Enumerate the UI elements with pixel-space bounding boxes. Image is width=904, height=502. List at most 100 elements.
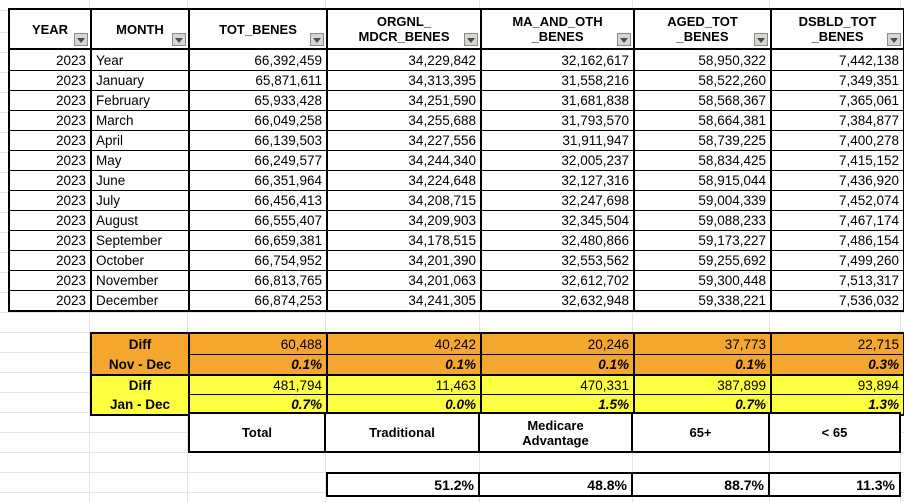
cell-year[interactable]: 2023 [10,130,92,150]
cell-month[interactable]: May [92,150,190,170]
summary-pct-value[interactable]: 0.1% [328,354,482,374]
summary-label-jan-dec[interactable]: Diff [92,374,190,394]
filter-dropdown-button[interactable] [310,33,324,46]
cell-ma-and-oth-benes[interactable]: 31,793,570 [482,110,635,130]
cell-month[interactable]: November [92,270,190,290]
filter-dropdown-button[interactable] [464,33,478,46]
cell-month[interactable]: January [92,70,190,90]
cell-year[interactable]: 2023 [10,110,92,130]
cell-tot-benes[interactable]: 66,456,413 [190,190,328,210]
cell-ma-and-oth-benes[interactable]: 32,553,562 [482,250,635,270]
cell-month[interactable]: July [92,190,190,210]
cell-aged-tot-benes[interactable]: 59,173,227 [635,230,772,250]
cell-dsbld-tot-benes[interactable]: 7,384,877 [772,110,903,130]
summary-diff-value[interactable]: 40,242 [328,334,482,354]
cell-tot-benes[interactable]: 66,555,407 [190,210,328,230]
cell-tot-benes[interactable]: 65,933,428 [190,90,328,110]
cell-ma-and-oth-benes[interactable]: 32,247,698 [482,190,635,210]
cell-orgnl-mdcr-benes[interactable]: 34,255,688 [328,110,482,130]
cell-dsbld-tot-benes[interactable]: 7,536,032 [772,290,903,310]
footer-label-medicare-advantage[interactable]: Medicare Advantage [480,412,633,453]
footer-label-65-plus[interactable]: 65+ [633,412,770,453]
cell-month[interactable]: October [92,250,190,270]
cell-ma-and-oth-benes[interactable]: 32,345,504 [482,210,635,230]
cell-ma-and-oth-benes[interactable]: 31,558,216 [482,70,635,90]
footer-label-under-65[interactable]: < 65 [770,412,901,453]
cell-ma-and-oth-benes[interactable]: 32,612,702 [482,270,635,290]
summary-diff-value[interactable]: 93,894 [772,374,903,394]
header-dsbld-tot-benes[interactable]: DSBLD_TOT _BENES [772,10,903,50]
cell-year[interactable]: 2023 [10,190,92,210]
filter-dropdown-button[interactable] [617,33,631,46]
header-ma-and-oth-benes[interactable]: MA_AND_OTH _BENES [482,10,635,50]
cell-tot-benes[interactable]: 66,754,952 [190,250,328,270]
cell-tot-benes[interactable]: 66,659,381 [190,230,328,250]
cell-orgnl-mdcr-benes[interactable]: 34,227,556 [328,130,482,150]
cell-dsbld-tot-benes[interactable]: 7,436,920 [772,170,903,190]
summary-diff-value[interactable]: 20,246 [482,334,635,354]
cell-dsbld-tot-benes[interactable]: 7,499,260 [772,250,903,270]
cell-aged-tot-benes[interactable]: 58,522,260 [635,70,772,90]
summary-label-nov-dec[interactable]: Nov - Dec [92,354,190,374]
cell-year[interactable]: 2023 [10,210,92,230]
cell-month[interactable]: March [92,110,190,130]
cell-orgnl-mdcr-benes[interactable]: 34,229,842 [328,50,482,70]
cell-orgnl-mdcr-benes[interactable]: 34,201,063 [328,270,482,290]
summary-pct-value[interactable]: 0.3% [772,354,903,374]
cell-dsbld-tot-benes[interactable]: 7,452,074 [772,190,903,210]
header-year[interactable]: YEAR [10,10,92,50]
header-tot-benes[interactable]: TOT_BENES [190,10,328,50]
cell-ma-and-oth-benes[interactable]: 32,632,948 [482,290,635,310]
cell-tot-benes[interactable]: 66,139,503 [190,130,328,150]
cell-tot-benes[interactable]: 66,874,253 [190,290,328,310]
summary-pct-value[interactable]: 0.0% [328,394,482,414]
filter-dropdown-button[interactable] [754,33,768,46]
cell-month[interactable]: December [92,290,190,310]
cell-aged-tot-benes[interactable]: 58,915,044 [635,170,772,190]
cell-dsbld-tot-benes[interactable]: 7,349,351 [772,70,903,90]
summary-diff-value[interactable]: 470,331 [482,374,635,394]
cell-aged-tot-benes[interactable]: 58,834,425 [635,150,772,170]
summary-diff-value[interactable]: 37,773 [635,334,772,354]
cell-aged-tot-benes[interactable]: 59,300,448 [635,270,772,290]
cell-year[interactable]: 2023 [10,170,92,190]
cell-aged-tot-benes[interactable]: 59,088,233 [635,210,772,230]
cell-orgnl-mdcr-benes[interactable]: 34,201,390 [328,250,482,270]
cell-month[interactable]: August [92,210,190,230]
share-pct-disabled[interactable]: 11.3% [770,472,901,497]
cell-year[interactable]: 2023 [10,70,92,90]
cell-orgnl-mdcr-benes[interactable]: 34,178,515 [328,230,482,250]
cell-year[interactable]: 2023 [10,150,92,170]
cell-ma-and-oth-benes[interactable]: 31,681,838 [482,90,635,110]
cell-ma-and-oth-benes[interactable]: 32,127,316 [482,170,635,190]
header-month[interactable]: MONTH [92,10,190,50]
cell-dsbld-tot-benes[interactable]: 7,467,174 [772,210,903,230]
cell-year[interactable]: 2023 [10,50,92,70]
footer-label-traditional[interactable]: Traditional [326,412,480,453]
share-pct-traditional[interactable]: 51.2% [326,472,480,497]
summary-diff-value[interactable]: 387,899 [635,374,772,394]
cell-aged-tot-benes[interactable]: 59,255,692 [635,250,772,270]
summary-diff-value[interactable]: 11,463 [328,374,482,394]
filter-dropdown-button[interactable] [74,33,88,46]
cell-orgnl-mdcr-benes[interactable]: 34,241,305 [328,290,482,310]
cell-aged-tot-benes[interactable]: 59,338,221 [635,290,772,310]
cell-year[interactable]: 2023 [10,270,92,290]
summary-pct-value[interactable]: 0.1% [482,354,635,374]
cell-dsbld-tot-benes[interactable]: 7,400,278 [772,130,903,150]
summary-diff-value[interactable]: 481,794 [190,374,328,394]
cell-month[interactable]: April [92,130,190,150]
cell-aged-tot-benes[interactable]: 58,568,367 [635,90,772,110]
summary-pct-value[interactable]: 0.7% [190,394,328,414]
cell-aged-tot-benes[interactable]: 58,664,381 [635,110,772,130]
cell-orgnl-mdcr-benes[interactable]: 34,251,590 [328,90,482,110]
cell-orgnl-mdcr-benes[interactable]: 34,313,395 [328,70,482,90]
summary-pct-value[interactable]: 0.1% [635,354,772,374]
summary-diff-value[interactable]: 22,715 [772,334,903,354]
cell-year[interactable]: 2023 [10,290,92,310]
summary-pct-value[interactable]: 1.5% [482,394,635,414]
cell-month[interactable]: September [92,230,190,250]
cell-orgnl-mdcr-benes[interactable]: 34,208,715 [328,190,482,210]
footer-label-total[interactable]: Total [188,412,326,453]
cell-ma-and-oth-benes[interactable]: 32,162,617 [482,50,635,70]
